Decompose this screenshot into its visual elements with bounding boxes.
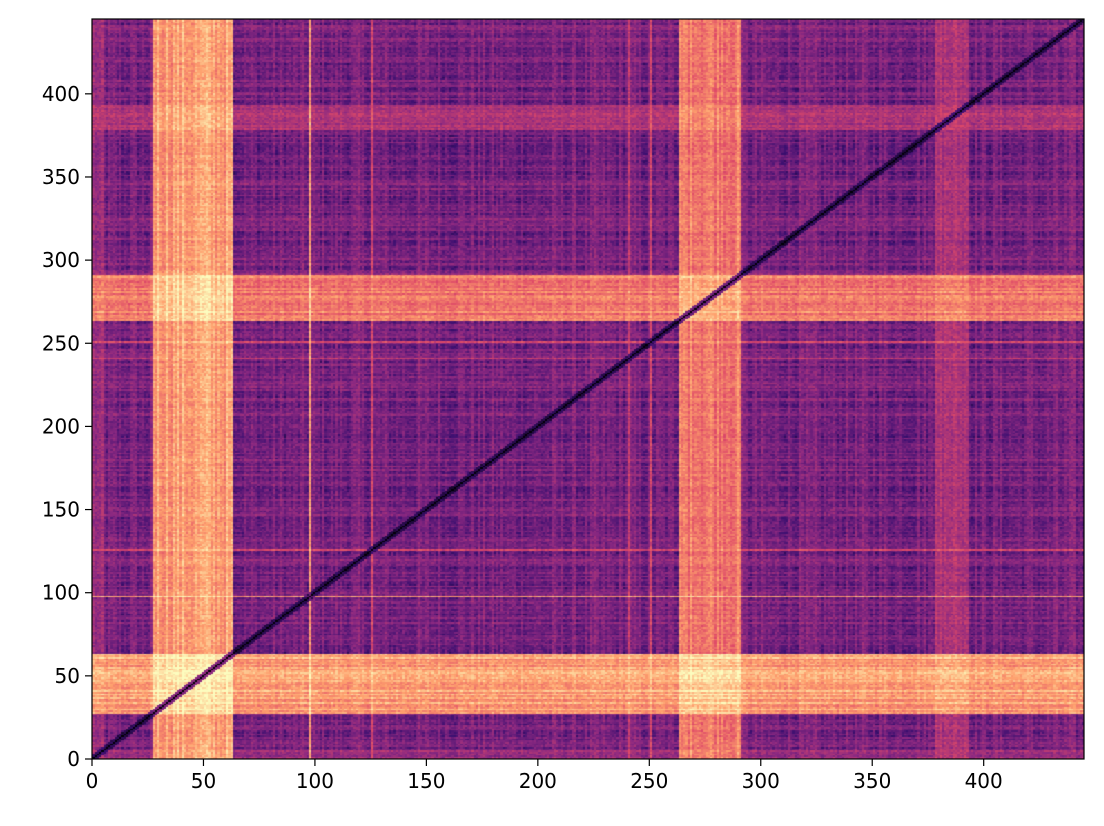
x-tick-label: 150 (407, 769, 445, 793)
x-tick-label: 100 (296, 769, 334, 793)
y-axis: 0 50 100 150 200 250 300 350 400 (42, 82, 92, 771)
x-tick-label: 50 (191, 769, 216, 793)
y-tick-label: 400 (42, 82, 80, 106)
x-tick-label: 200 (519, 769, 557, 793)
y-tick-label: 0 (67, 747, 80, 771)
x-tick-label: 400 (965, 769, 1003, 793)
plot-frame (91, 18, 1085, 760)
x-tick-label: 250 (630, 769, 668, 793)
y-tick-label: 250 (42, 331, 80, 355)
x-axis: 0 50 100 150 200 250 300 350 400 (86, 759, 1003, 793)
y-tick-label: 100 (42, 581, 80, 605)
x-tick-label: 350 (853, 769, 891, 793)
y-tick-label: 300 (42, 248, 80, 272)
heatmap-image (92, 19, 1084, 759)
y-tick-label: 150 (42, 498, 80, 522)
x-tick-label: 300 (742, 769, 780, 793)
x-tick-label: 0 (86, 769, 99, 793)
plot-area (91, 18, 1085, 760)
y-tick-label: 50 (55, 664, 80, 688)
heatmap-image-container (92, 19, 1084, 759)
y-tick-label: 350 (42, 165, 80, 189)
y-tick-label: 200 (42, 414, 80, 438)
